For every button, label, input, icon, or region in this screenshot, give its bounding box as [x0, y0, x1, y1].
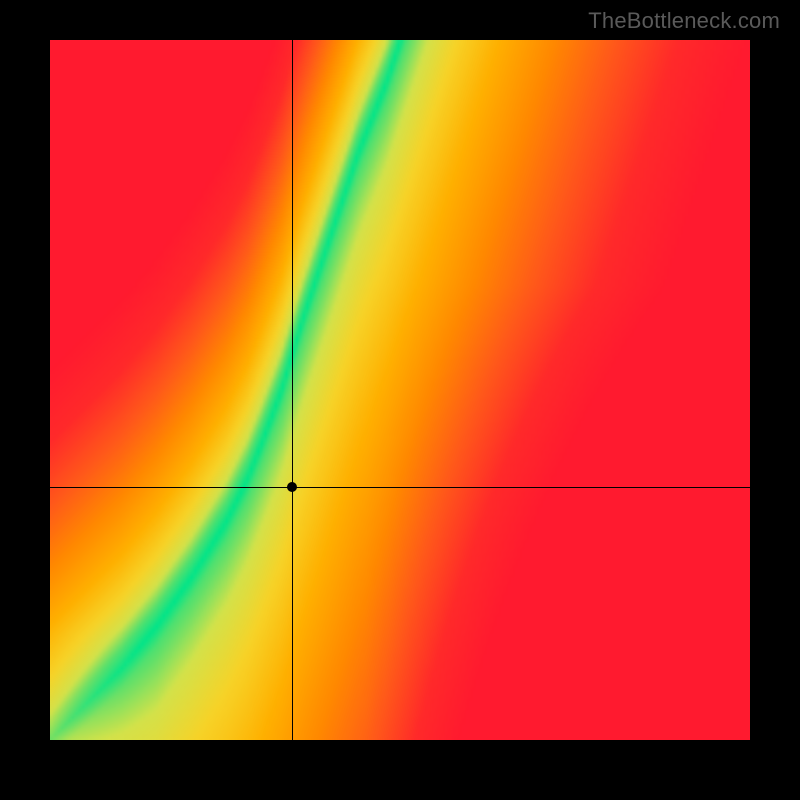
plot-area — [50, 40, 750, 740]
bottleneck-heatmap — [50, 40, 750, 740]
crosshair-horizontal — [50, 487, 750, 488]
selection-marker-dot — [287, 482, 297, 492]
crosshair-vertical — [292, 40, 293, 740]
watermark-text: TheBottleneck.com — [588, 8, 780, 34]
